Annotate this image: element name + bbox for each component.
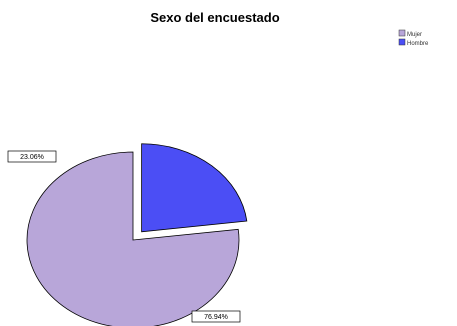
- data-label-hombre-text: 23.06%: [20, 154, 44, 161]
- pie-slice-mujer: [26, 151, 240, 326]
- chart-title: Sexo del encuestado: [150, 10, 279, 25]
- legend-label-mujer: Mujer: [407, 32, 422, 38]
- legend-swatch-hombre: [398, 38, 406, 46]
- data-label-mujer-text: 76.94%: [204, 314, 228, 321]
- legend-label-hombre: Hombre: [407, 41, 429, 47]
- pie-slice-hombre: [141, 143, 248, 233]
- legend-swatch-mujer: [398, 29, 406, 37]
- data-label-hombre: 23.06%: [7, 150, 57, 163]
- legend: Mujer Hombre: [398, 29, 429, 47]
- data-label-mujer: 76.94%: [191, 310, 241, 323]
